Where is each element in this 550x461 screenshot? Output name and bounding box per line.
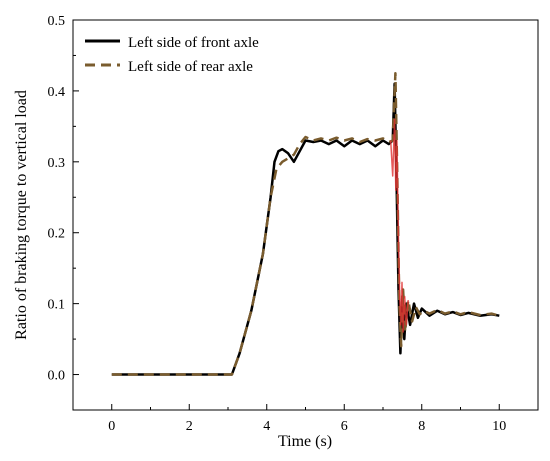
legend-text-rear: Left side of rear axle xyxy=(128,59,253,75)
series-line-rear-axle xyxy=(111,71,500,376)
x-tick-label: 6 xyxy=(341,419,348,434)
y-tick-label: 0.0 xyxy=(48,369,66,384)
x-axis: 0 2 4 6 8 10 xyxy=(108,404,506,434)
legend: Left side of front axle Left side of rea… xyxy=(85,35,259,75)
y-tick-label: 0.3 xyxy=(48,156,66,171)
y-axis: 0.0 0.1 0.2 0.3 0.4 0.5 xyxy=(48,14,79,384)
legend-text-front: Left side of front axle xyxy=(128,35,259,51)
x-tick-label: 4 xyxy=(263,419,270,434)
series-noise-overlay xyxy=(389,118,409,333)
x-tick-label: 8 xyxy=(418,419,425,434)
x-tick-label: 2 xyxy=(186,419,193,434)
y-tick-label: 0.4 xyxy=(48,85,66,100)
plot-frame xyxy=(72,19,539,411)
y-tick-label: 0.1 xyxy=(48,298,66,313)
series-line-front-axle xyxy=(111,82,500,376)
x-axis-label: Time (s) xyxy=(278,433,332,450)
x-tick-label: 0 xyxy=(108,419,115,434)
y-tick-label: 0.5 xyxy=(48,14,66,29)
y-tick-label: 0.2 xyxy=(48,227,66,242)
y-axis-label: Ratio of braking torque to vertical load xyxy=(13,90,30,340)
series-group xyxy=(111,71,500,376)
x-tick-label: 10 xyxy=(492,419,506,434)
